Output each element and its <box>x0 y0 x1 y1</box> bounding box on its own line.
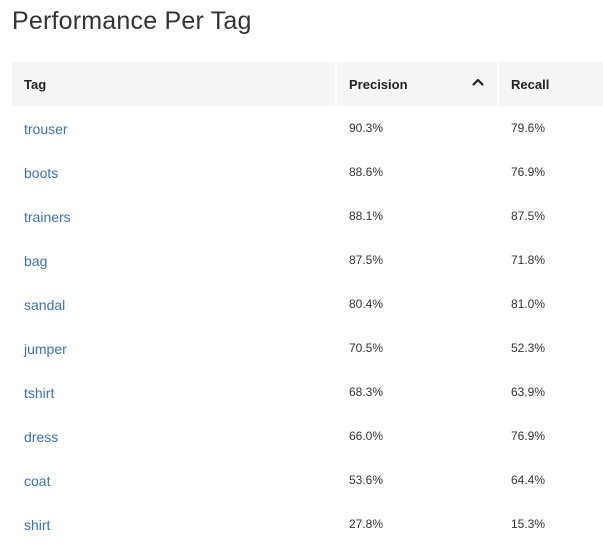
column-header-tag[interactable]: Tag <box>12 62 337 106</box>
tag-link-label: tshirt <box>24 385 55 401</box>
tag-link[interactable]: jumper <box>12 326 337 370</box>
performance-table-container: Tag Precision Recall trouser 90.3% 79.6% bo… <box>12 62 603 546</box>
recall-value: 81.0% <box>511 296 546 311</box>
tag-link[interactable]: bag <box>12 238 337 282</box>
table-row: boots 88.6% 76.9% <box>12 150 603 194</box>
precision-value: 27.8% <box>349 516 384 531</box>
table-row: dress 66.0% 76.9% <box>12 414 603 458</box>
tag-link[interactable]: boots <box>12 150 337 194</box>
table-row: tshirt 68.3% 63.9% <box>12 370 603 414</box>
table-row: jumper 70.5% 52.3% <box>12 326 603 370</box>
chevron-up-icon[interactable] <box>471 75 485 89</box>
table-header-row: Tag Precision Recall <box>12 62 603 106</box>
tag-link-label: bag <box>24 253 48 269</box>
tag-link[interactable]: tshirt <box>12 370 337 414</box>
tag-link[interactable]: shirt <box>12 502 337 546</box>
precision-value: 87.5% <box>349 252 384 267</box>
recall-value: 87.5% <box>511 208 546 223</box>
tag-link-label: jumper <box>24 341 67 357</box>
page-title: Performance Per Tag <box>12 7 252 35</box>
recall-value: 63.9% <box>511 384 546 399</box>
table-row: coat 53.6% 64.4% <box>12 458 603 502</box>
recall-value: 52.3% <box>511 340 546 355</box>
column-header-precision[interactable]: Precision <box>337 62 499 106</box>
column-header-precision-label: Precision <box>349 76 408 92</box>
tag-link[interactable]: trouser <box>12 106 337 150</box>
recall-value: 15.3% <box>511 516 546 531</box>
tag-link[interactable]: dress <box>12 414 337 458</box>
tag-link-label: dress <box>24 429 59 445</box>
recall-value: 76.9% <box>511 428 546 443</box>
precision-value: 90.3% <box>349 120 384 135</box>
tag-link-label: coat <box>24 473 51 489</box>
precision-value: 53.6% <box>349 472 384 487</box>
precision-value: 88.6% <box>349 164 384 179</box>
table-row: trainers 88.1% 87.5% <box>12 194 603 238</box>
tag-link[interactable]: trainers <box>12 194 337 238</box>
recall-value: 64.4% <box>511 472 546 487</box>
precision-value: 66.0% <box>349 428 384 443</box>
tag-link-label: trouser <box>24 121 68 137</box>
table-row: shirt 27.8% 15.3% <box>12 502 603 546</box>
tag-link-label: shirt <box>24 517 51 533</box>
tag-link[interactable]: coat <box>12 458 337 502</box>
recall-value: 79.6% <box>511 120 546 135</box>
tag-link-label: sandal <box>24 297 66 313</box>
recall-value: 76.9% <box>511 164 546 179</box>
precision-value: 70.5% <box>349 340 384 355</box>
precision-value: 80.4% <box>349 296 384 311</box>
table-row: sandal 80.4% 81.0% <box>12 282 603 326</box>
tag-link[interactable]: sandal <box>12 282 337 326</box>
column-header-recall[interactable]: Recall <box>499 62 603 106</box>
table-row: trouser 90.3% 79.6% <box>12 106 603 150</box>
precision-value: 68.3% <box>349 384 384 399</box>
recall-value: 71.8% <box>511 252 546 267</box>
performance-table: Tag Precision Recall trouser 90.3% 79.6% bo… <box>12 62 603 546</box>
table-row: bag 87.5% 71.8% <box>12 238 603 282</box>
tag-link-label: trainers <box>24 209 71 225</box>
tag-link-label: boots <box>24 165 59 181</box>
precision-value: 88.1% <box>349 208 384 223</box>
table-body: trouser 90.3% 79.6% boots 88.6% 76.9% trainers… <box>12 106 603 546</box>
